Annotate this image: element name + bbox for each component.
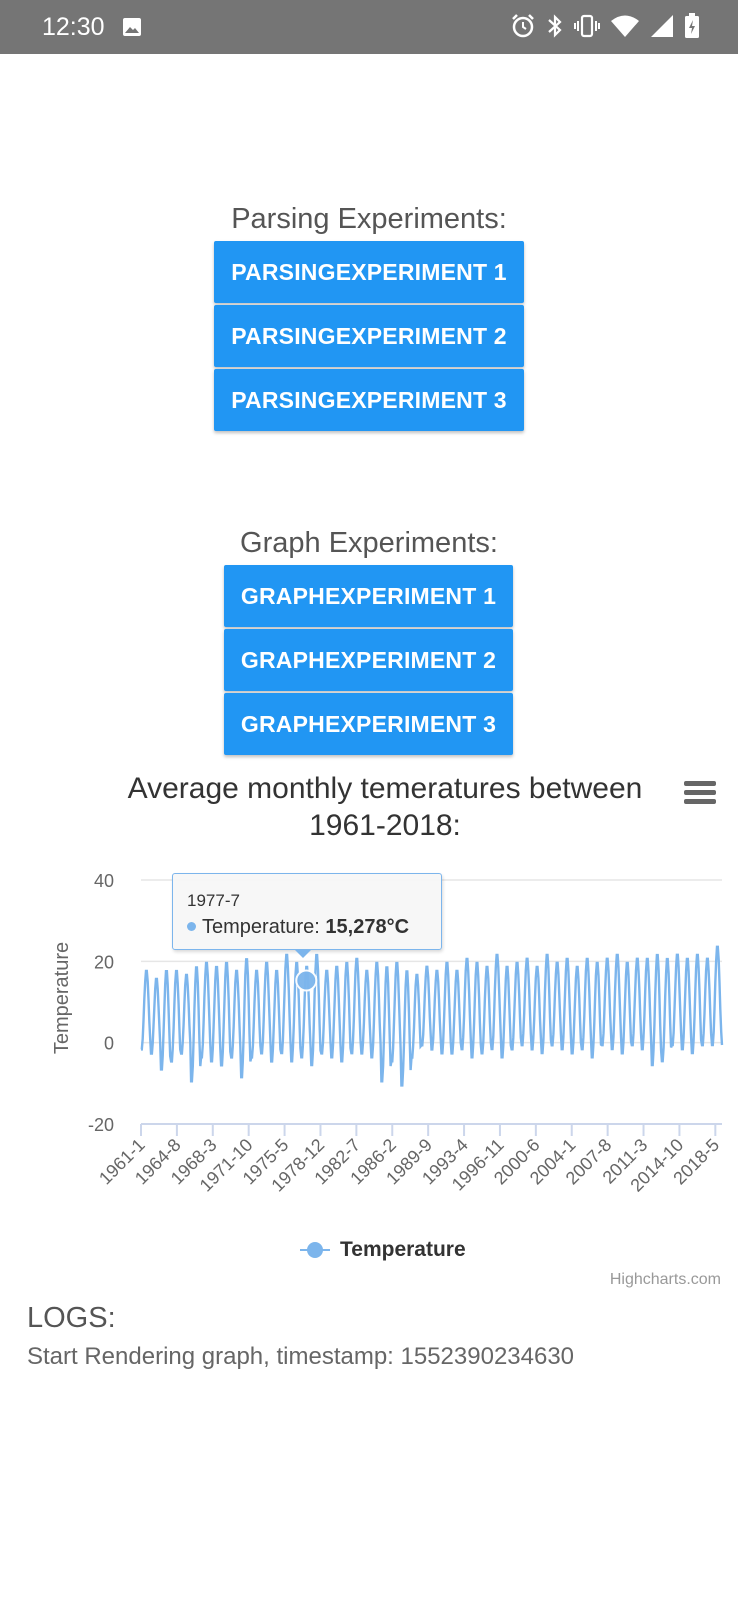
alarm-icon bbox=[510, 13, 536, 39]
image-icon bbox=[122, 17, 142, 42]
graph-experiments-title: Graph Experiments: bbox=[240, 527, 498, 559]
battery-icon bbox=[684, 13, 700, 39]
signal-icon bbox=[650, 14, 674, 38]
graph-experiment-3-button[interactable]: GRAPHEXPERIMENT 3 bbox=[224, 693, 513, 755]
parsing-experiment-3-button[interactable]: PARSINGEXPERIMENT 3 bbox=[214, 369, 524, 431]
hover-point[interactable] bbox=[295, 969, 318, 992]
chart-menu-icon[interactable] bbox=[684, 781, 716, 807]
status-icons bbox=[510, 13, 700, 39]
tooltip-value: 15,278°C bbox=[325, 916, 410, 938]
logs-line: Start Rendering graph, timestamp: 155239… bbox=[27, 1343, 575, 1370]
logs-title: LOGS: bbox=[27, 1302, 116, 1334]
chart-credits[interactable]: Highcharts.com bbox=[609, 1271, 721, 1288]
tooltip-arrow bbox=[294, 949, 312, 958]
tooltip-date: 1977-7 bbox=[187, 891, 240, 910]
y-tick-label: 0 bbox=[104, 1034, 114, 1054]
parsing-experiment-1-button[interactable]: PARSINGEXPERIMENT 1 bbox=[214, 241, 524, 303]
parsing-experiments-title: Parsing Experiments: bbox=[231, 203, 507, 235]
wifi-icon bbox=[610, 14, 640, 38]
tooltip-dot bbox=[187, 922, 196, 931]
graph-experiment-2-button[interactable]: GRAPHEXPERIMENT 2 bbox=[224, 629, 513, 691]
parsing-experiment-2-button[interactable]: PARSINGEXPERIMENT 2 bbox=[214, 305, 524, 367]
y-tick-label: 40 bbox=[94, 871, 114, 891]
status-time: 12:30 bbox=[42, 13, 105, 41]
chart-title: Average monthly temeratures between 1961… bbox=[127, 772, 643, 842]
graph-experiment-1-button[interactable]: GRAPHEXPERIMENT 1 bbox=[224, 565, 513, 627]
y-tick-label: -20 bbox=[88, 1115, 114, 1135]
temperature-series-line[interactable] bbox=[140, 945, 724, 1087]
chart-tooltip: 1977-7 Temperature: 15,278°C bbox=[172, 873, 442, 950]
y-tick-label: 20 bbox=[94, 952, 114, 972]
chart-legend[interactable]: Temperature bbox=[300, 1235, 466, 1265]
legend-label[interactable]: Temperature bbox=[340, 1238, 466, 1261]
y-axis-label: Temperature bbox=[51, 942, 73, 1054]
legend-symbol bbox=[300, 1240, 330, 1260]
vibrate-icon bbox=[574, 13, 600, 39]
tooltip-series: Temperature bbox=[202, 916, 315, 938]
status-bar: 12:30 bbox=[0, 0, 738, 54]
bluetooth-icon bbox=[546, 13, 564, 39]
tooltip-row: Temperature: 15,278°C bbox=[187, 916, 409, 939]
